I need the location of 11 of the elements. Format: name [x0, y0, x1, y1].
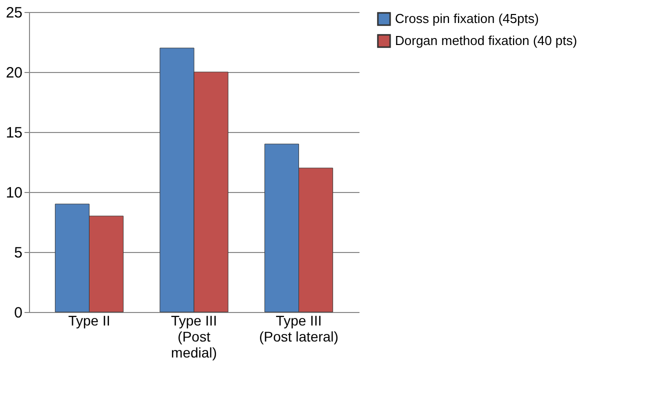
legend-label: Cross pin fixation (45pts): [395, 11, 539, 26]
y-tick-label: 5: [14, 244, 22, 262]
y-tick-label: 20: [6, 64, 22, 82]
x-tick-label: Type II: [68, 312, 110, 328]
y-tick-label: 0: [14, 304, 22, 322]
x-tick-label: Type III (Post lateral): [259, 312, 338, 344]
y-tick-label: 10: [6, 184, 22, 202]
legend-label: Dorgan method fixation (40 pts): [395, 33, 578, 48]
y-tick-label: 25: [6, 4, 22, 22]
x-tick-label: Type III (Post medial): [171, 312, 217, 360]
y-tick-label: 15: [6, 124, 22, 142]
